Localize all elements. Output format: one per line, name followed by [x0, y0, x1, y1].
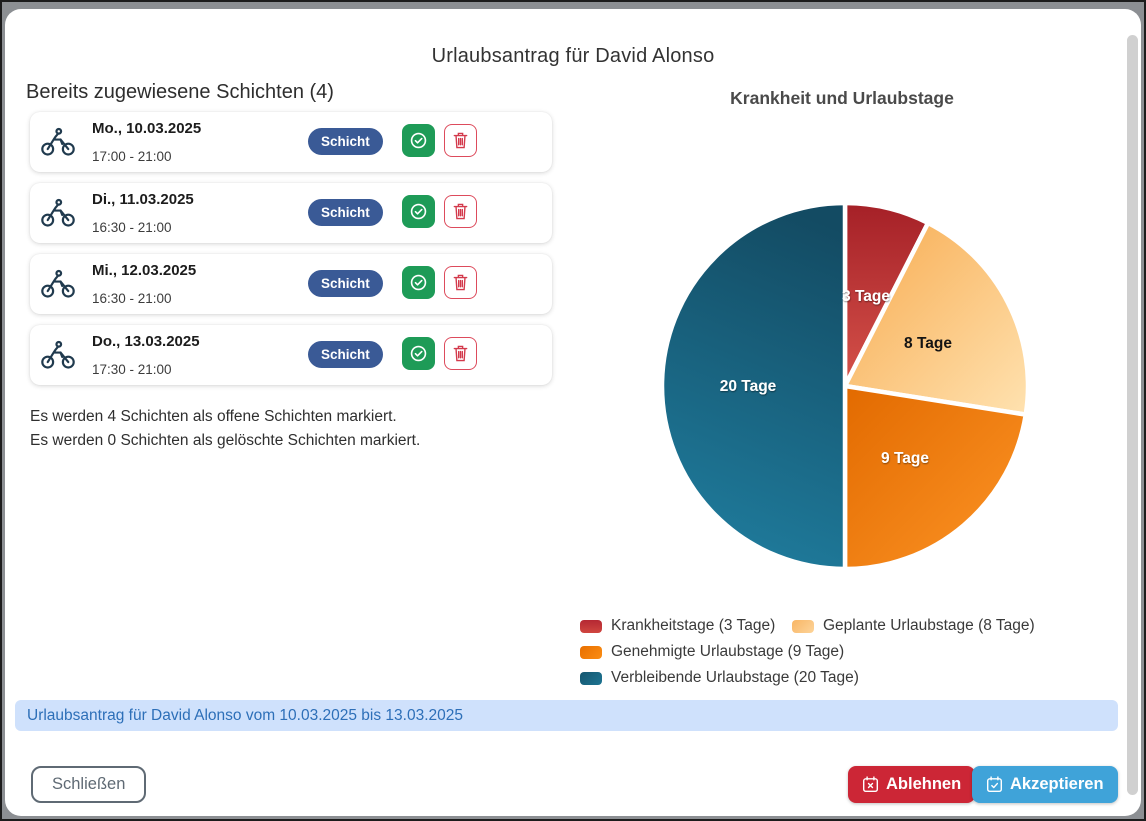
delete-shift-button[interactable] [444, 124, 477, 157]
check-circle-icon [410, 132, 427, 149]
accept-label: Akzeptieren [1010, 775, 1104, 793]
modal-title: Urlaubsantrag für David Alonso [431, 45, 715, 67]
chart-title: Krankheit und Urlaubstage [730, 88, 954, 108]
vertical-scrollbar[interactable] [1127, 35, 1138, 795]
legend-item-genehmigte-urlaubstage[interactable]: Genehmigte Urlaubstage (9 Tage) [580, 643, 844, 661]
shift-date: Di., 11.03.2025 [92, 191, 194, 208]
pie-label-verbleibende: 20 Tage [720, 378, 777, 395]
shift-card: Mi., 12.03.2025 16:30 - 21:00 Schicht [30, 254, 552, 314]
confirm-shift-button[interactable] [402, 337, 435, 370]
check-circle-icon [410, 345, 427, 362]
shift-type-badge: Schicht [308, 341, 383, 368]
reject-button[interactable]: Ablehnen [848, 766, 976, 803]
shift-card: Mo., 10.03.2025 17:00 - 21:00 Schicht [30, 112, 552, 172]
confirm-shift-button[interactable] [402, 266, 435, 299]
pie-label-genehmigte: 9 Tage [881, 450, 929, 467]
pie-slice-verbleibende-urlaubstage[interactable] [659, 200, 848, 572]
chart-legend: Krankheitstage (3 Tage) Geplante Urlaubs… [580, 613, 1050, 691]
cyclist-icon [41, 269, 75, 298]
check-circle-icon [410, 203, 427, 220]
shift-time: 17:00 - 21:00 [92, 149, 172, 164]
legend-item-krankheitstage[interactable]: Krankheitstage (3 Tage) [580, 617, 792, 635]
legend-swatch-teal [580, 671, 602, 685]
shift-date: Mo., 10.03.2025 [92, 120, 202, 137]
legend-label: Verbleibende Urlaubstage (20 Tage) [611, 669, 859, 686]
shift-date: Mi., 12.03.2025 [92, 262, 197, 279]
cyclist-icon [41, 127, 75, 156]
trash-icon [453, 274, 468, 291]
shift-summary: Es werden 4 Schichten als offene Schicht… [30, 405, 420, 452]
cyclist-icon [41, 340, 75, 369]
close-button[interactable]: Schließen [31, 766, 147, 803]
vacation-pie-chart: 3 Tage 8 Tage 9 Tage 20 Tage [659, 200, 1031, 572]
shift-type-badge: Schicht [308, 270, 383, 297]
legend-label: Krankheitstage (3 Tage) [611, 617, 776, 634]
delete-shift-button[interactable] [444, 337, 477, 370]
legend-swatch-orange [580, 645, 602, 659]
shift-type-badge: Schicht [308, 128, 383, 155]
info-banner: Urlaubsantrag für David Alonso vom 10.03… [15, 700, 1118, 731]
reject-label: Ablehnen [886, 775, 962, 793]
shifts-heading: Bereits zugewiesene Schichten (4) [26, 81, 334, 103]
trash-icon [453, 203, 468, 220]
shift-card: Do., 13.03.2025 17:30 - 21:00 Schicht [30, 325, 552, 385]
calendar-x-icon [862, 776, 879, 793]
shift-card: Di., 11.03.2025 16:30 - 21:00 Schicht [30, 183, 552, 243]
legend-item-geplante-urlaubstage[interactable]: Geplante Urlaubstage (8 Tage) [792, 617, 1035, 635]
vacation-request-modal: Urlaubsantrag für David Alonso Bereits z… [5, 9, 1141, 816]
summary-open-shifts: Es werden 4 Schichten als offene Schicht… [30, 408, 397, 425]
shift-time: 16:30 - 21:00 [92, 220, 172, 235]
legend-item-verbleibende-urlaubstage[interactable]: Verbleibende Urlaubstage (20 Tage) [580, 669, 859, 687]
confirm-shift-button[interactable] [402, 195, 435, 228]
confirm-shift-button[interactable] [402, 124, 435, 157]
summary-deleted-shifts: Es werden 0 Schichten als gelöschte Schi… [30, 431, 421, 449]
shift-time: 17:30 - 21:00 [92, 362, 172, 377]
shift-time: 16:30 - 21:00 [92, 291, 172, 306]
shift-type-badge: Schicht [308, 199, 383, 226]
legend-swatch-red [580, 619, 602, 633]
shift-list: Mo., 10.03.2025 17:00 - 21:00 Schicht Di… [30, 112, 552, 396]
pie-slice-genehmigte-urlaubstage[interactable] [842, 383, 1028, 572]
pie-label-krankheitstage: 3 Tage [842, 288, 890, 305]
legend-label: Geplante Urlaubstage (8 Tage) [823, 617, 1035, 634]
trash-icon [453, 132, 468, 149]
legend-swatch-yellow [792, 619, 814, 633]
delete-shift-button[interactable] [444, 195, 477, 228]
legend-label: Genehmigte Urlaubstage (9 Tage) [611, 643, 845, 660]
pie-slice-geplante-urlaubstage[interactable] [842, 220, 1031, 417]
trash-icon [453, 345, 468, 362]
cyclist-icon [41, 198, 75, 227]
calendar-check-icon [986, 776, 1003, 793]
pie-label-geplante: 8 Tage [904, 335, 952, 352]
accept-button[interactable]: Akzeptieren [972, 766, 1118, 803]
shift-date: Do., 13.03.2025 [92, 333, 200, 350]
check-circle-icon [410, 274, 427, 291]
delete-shift-button[interactable] [444, 266, 477, 299]
